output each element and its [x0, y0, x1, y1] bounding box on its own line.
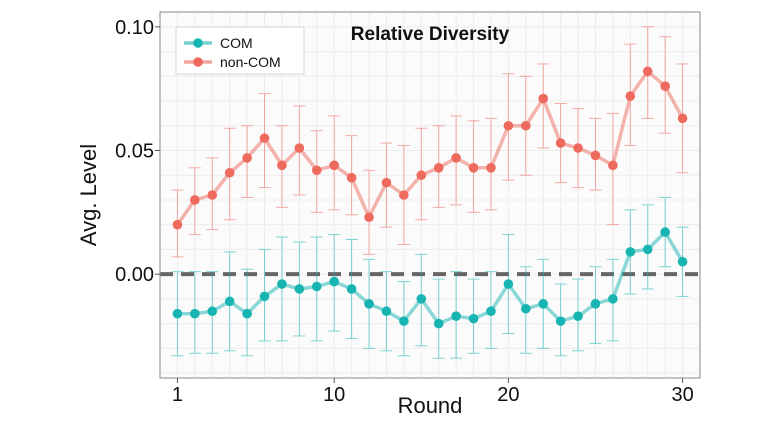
- data-point: [207, 306, 218, 317]
- data-point: [573, 143, 583, 153]
- data-point: [364, 212, 374, 223]
- data-point: [277, 160, 287, 171]
- data-point: [172, 219, 183, 230]
- legend-item-non-com: non-COM: [184, 54, 281, 70]
- series-non-com: [171, 26, 689, 258]
- data-point: [608, 294, 618, 304]
- axis-ticks: 1 10 20 30 0.00 0.05 0.10: [115, 17, 694, 406]
- y-axis-title: Avg. Level: [76, 144, 101, 246]
- data-point: [468, 313, 479, 324]
- data-point: [277, 279, 287, 289]
- y-tick-label: 0.05: [115, 140, 154, 162]
- legend-swatch-marker: [193, 38, 203, 48]
- data-point: [364, 299, 374, 309]
- data-point: [416, 294, 427, 304]
- data-point: [642, 244, 653, 255]
- data-point: [503, 120, 514, 131]
- data-point: [642, 66, 653, 77]
- data-point: [433, 318, 444, 329]
- data-point: [190, 308, 200, 319]
- chart-title: Relative Diversity: [351, 24, 510, 45]
- data-point: [329, 276, 339, 287]
- data-point: [538, 299, 549, 309]
- data-point: [625, 91, 636, 101]
- legend-label: COM: [220, 35, 253, 51]
- data-point: [172, 308, 183, 319]
- x-axis-title: Round: [398, 393, 463, 418]
- y-tick-label: 0.10: [115, 17, 154, 39]
- data-point: [660, 81, 670, 91]
- error-bar: [432, 278, 445, 359]
- data-point: [660, 227, 670, 237]
- x-tick-label: 1: [172, 384, 183, 406]
- legend-item-com: COM: [184, 35, 253, 51]
- legend-label: non-COM: [220, 54, 281, 70]
- data-point: [573, 311, 583, 321]
- legend: COM non-COM: [175, 26, 305, 75]
- data-point: [329, 160, 339, 171]
- data-point: [294, 143, 305, 153]
- data-point: [190, 195, 200, 205]
- data-point: [503, 279, 514, 289]
- y-tick-label: 0.00: [115, 264, 154, 286]
- legend-swatch-marker: [193, 57, 203, 67]
- data-point: [677, 256, 688, 267]
- data-point: [416, 170, 427, 181]
- data-point: [608, 160, 618, 171]
- data-point: [590, 150, 601, 161]
- x-tick-label: 20: [497, 384, 519, 406]
- data-point: [451, 311, 461, 321]
- data-point: [207, 190, 218, 200]
- data-point: [433, 162, 444, 173]
- data-point: [451, 153, 461, 163]
- data-point: [399, 190, 409, 200]
- x-tick-label: 30: [671, 384, 693, 406]
- data-point: [259, 133, 270, 143]
- data-point: [590, 299, 601, 309]
- error-bar: [363, 169, 376, 255]
- data-point: [242, 153, 252, 163]
- data-point: [399, 316, 409, 326]
- data-point: [381, 177, 392, 188]
- data-point: [242, 308, 252, 319]
- data-point: [486, 162, 496, 173]
- data-point: [294, 284, 305, 294]
- data-point: [538, 93, 549, 104]
- data-point: [381, 306, 392, 317]
- data-point: [468, 162, 479, 173]
- data-point: [346, 284, 357, 294]
- data-point: [521, 120, 531, 131]
- x-tick-label: 10: [323, 384, 345, 406]
- data-point: [555, 138, 566, 148]
- error-bar: [537, 63, 550, 149]
- data-point: [346, 172, 357, 183]
- data-point: [311, 165, 322, 176]
- plot-frame: [159, 11, 701, 379]
- series-group: [171, 26, 689, 359]
- data-point: [224, 296, 235, 307]
- data-point: [625, 247, 636, 257]
- data-point: [521, 303, 531, 314]
- data-point: [486, 306, 496, 317]
- series-com: [171, 196, 689, 359]
- data-point: [555, 316, 566, 326]
- data-point: [259, 291, 270, 302]
- error-bar: [275, 236, 288, 342]
- data-point: [311, 281, 322, 292]
- data-point: [224, 167, 235, 178]
- data-point: [677, 113, 688, 124]
